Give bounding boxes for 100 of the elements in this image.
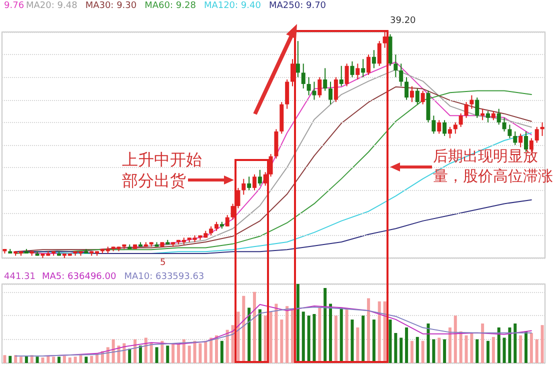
bar	[502, 338, 506, 363]
bar	[90, 356, 94, 363]
bar	[367, 298, 370, 363]
bar	[242, 296, 246, 363]
candlestick	[312, 81, 316, 100]
candlestick	[372, 50, 376, 69]
bar	[454, 316, 457, 363]
bar	[188, 346, 191, 363]
candlestick	[356, 63, 360, 80]
bar	[128, 348, 132, 363]
candlestick	[268, 154, 273, 178]
bar	[214, 335, 218, 363]
bar	[405, 327, 408, 363]
bar	[182, 339, 186, 363]
candlestick	[214, 221, 218, 232]
bar	[497, 327, 500, 363]
bar	[340, 308, 343, 363]
bar	[274, 304, 278, 363]
candlestick	[534, 126, 539, 144]
bar	[36, 356, 39, 363]
candlestick	[318, 76, 322, 98]
bar	[378, 301, 381, 363]
candlestick	[377, 40, 382, 66]
text: MA250: 9.70	[268, 1, 326, 11]
bar	[144, 338, 148, 363]
bar	[296, 284, 300, 363]
candlestick	[334, 76, 338, 103]
bar	[362, 316, 365, 363]
candlestick	[394, 54, 398, 78]
bar	[464, 335, 468, 363]
bar	[307, 316, 310, 363]
bar	[3, 355, 6, 363]
candlestick	[432, 115, 436, 134]
bar	[481, 324, 484, 363]
bar	[193, 340, 196, 363]
text: MA20: 9.48	[26, 1, 78, 11]
bar	[52, 356, 56, 363]
bar	[138, 346, 142, 363]
bar	[416, 336, 419, 363]
bar	[68, 357, 72, 363]
candlestick	[306, 76, 311, 96]
bar	[176, 344, 180, 363]
text: MA30: 9.30	[85, 1, 137, 11]
bar	[210, 338, 213, 363]
bar	[486, 340, 490, 363]
candlestick	[225, 214, 230, 227]
bar	[8, 356, 12, 363]
bar	[248, 308, 251, 363]
bar	[312, 314, 316, 363]
bar	[535, 339, 538, 363]
text: MA5: 636496.00	[42, 272, 116, 282]
bar	[24, 356, 28, 363]
bar	[58, 356, 61, 363]
bar	[524, 331, 528, 363]
text: MA10: 633593.63	[124, 272, 204, 282]
candlestick	[470, 94, 474, 110]
candlestick	[491, 110, 496, 121]
bar	[172, 343, 175, 363]
bar	[20, 356, 23, 363]
text: MA120: 9.40	[204, 1, 261, 11]
bar	[204, 340, 208, 363]
candlestick	[437, 120, 442, 134]
candlestick	[350, 60, 354, 78]
bar	[160, 340, 164, 363]
bar	[334, 316, 338, 363]
bar	[231, 325, 234, 363]
text: 9.76	[4, 1, 24, 13]
text: 441.31	[4, 272, 36, 284]
bar	[508, 327, 512, 363]
bar	[388, 320, 392, 363]
bar	[400, 338, 403, 363]
candlestick	[475, 97, 480, 118]
candlestick	[513, 130, 518, 146]
bar	[134, 339, 137, 363]
candlestick	[323, 68, 328, 92]
bar	[492, 336, 495, 363]
bar	[14, 355, 18, 363]
bar	[470, 332, 474, 363]
bar	[198, 343, 202, 363]
bar	[394, 332, 398, 363]
bar	[166, 346, 170, 363]
candlestick	[258, 169, 262, 186]
bar	[438, 338, 441, 363]
candlestick	[247, 176, 252, 191]
bar	[46, 356, 50, 363]
bar	[329, 304, 332, 363]
bar	[150, 342, 153, 363]
bar	[432, 339, 436, 363]
candlestick	[344, 63, 349, 87]
candlestick	[252, 174, 256, 191]
bar	[220, 340, 224, 363]
bar	[372, 320, 376, 363]
annotation: 上升中开始部分出货	[122, 150, 203, 192]
bar	[264, 316, 267, 363]
annotation: 5	[160, 258, 166, 270]
candlestick	[496, 108, 501, 126]
candlestick	[442, 120, 447, 136]
bar	[443, 339, 446, 363]
bar	[540, 325, 544, 363]
candlestick	[415, 88, 420, 105]
